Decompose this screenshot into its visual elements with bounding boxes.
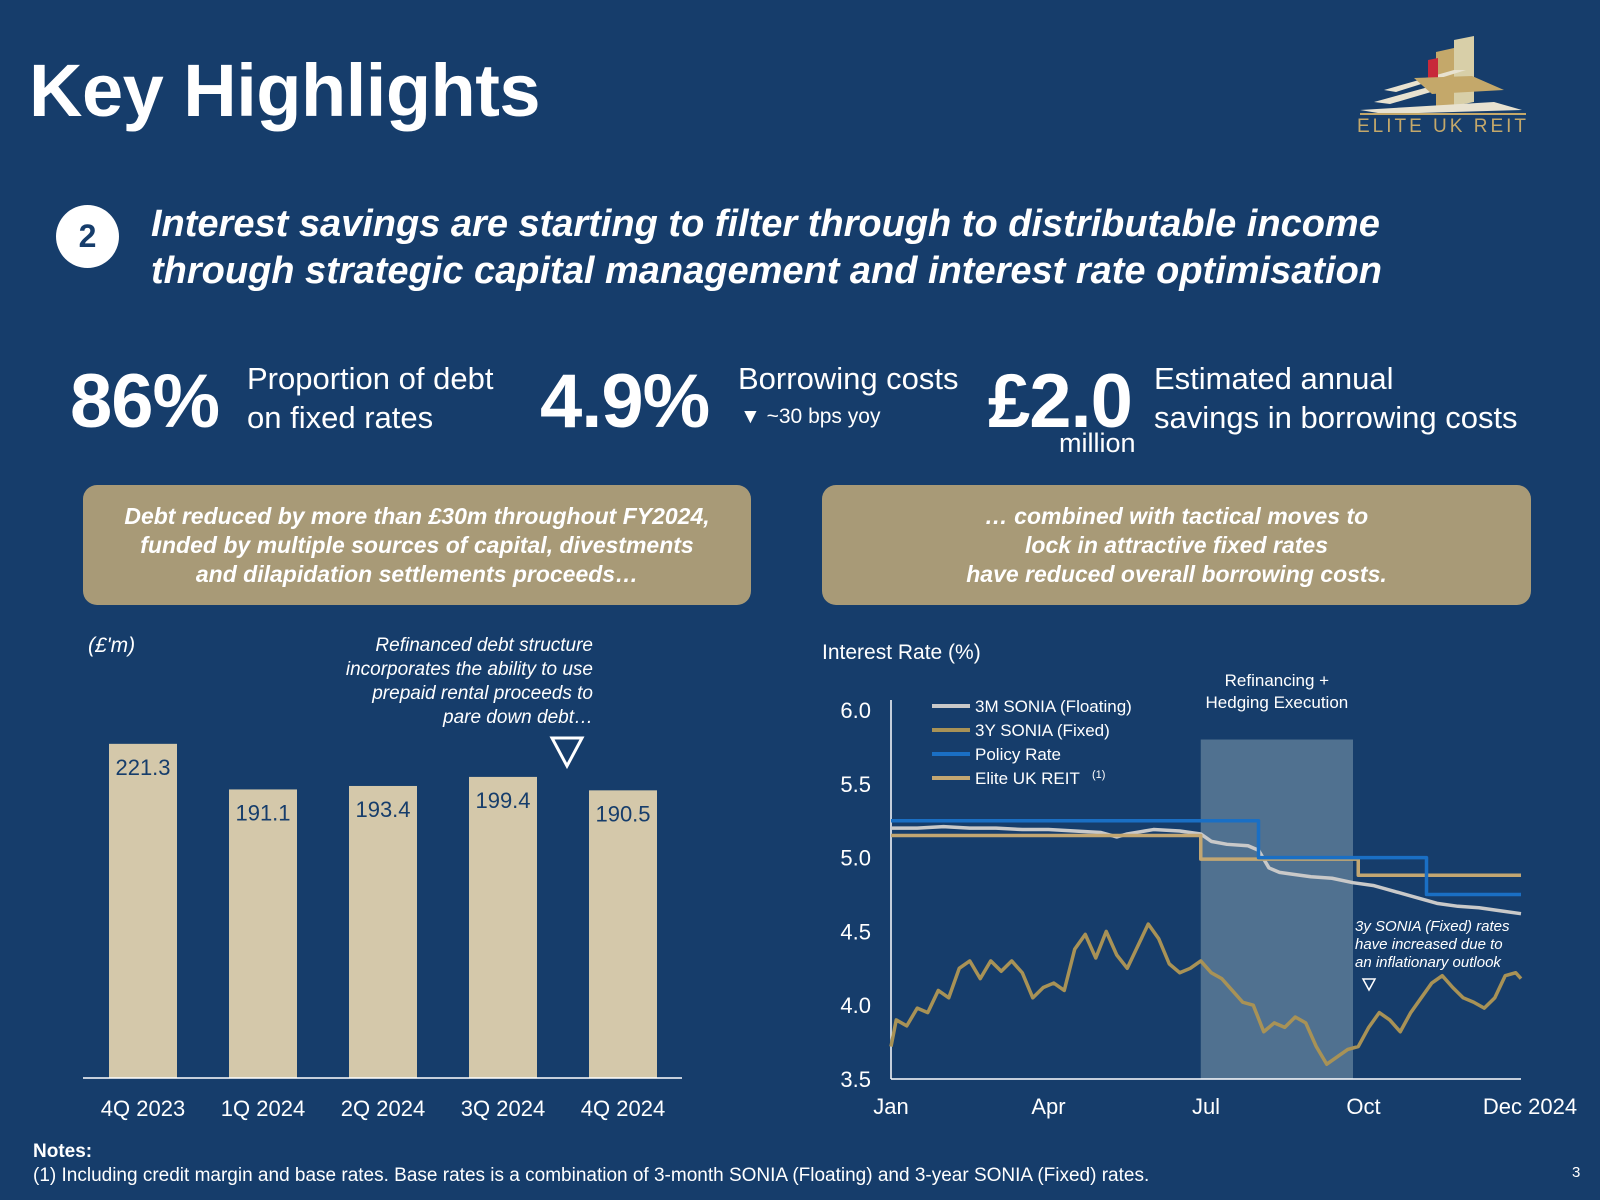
annotation-line: 3y SONIA (Fixed) rates [1355,918,1510,935]
logo-text: ELITE UK REIT [1356,116,1530,137]
bar-category-label: 4Q 2024 [581,1096,665,1121]
right-banner-line: … combined with tactical moves to [984,502,1369,529]
line-chart-annotation: 3y SONIA (Fixed) rates have increased du… [1355,918,1510,971]
legend-label: 3M SONIA (Floating) [975,697,1132,716]
bar-value-label: 221.3 [115,755,170,780]
kpi-fixed-rate-label-2: on fixed rates [247,400,434,435]
bar [469,776,537,1078]
right-banner-line: have reduced overall borrowing costs. [966,560,1387,587]
refinancing-shaded-region [1200,739,1353,1079]
line-chart-ylabel: Interest Rate (%) [822,641,981,664]
kpi-borrowing-cost-value: 4.9% [540,359,710,444]
bar-category-label: 4Q 2023 [101,1096,185,1121]
annotation-line: Refinanced debt structure [375,635,593,656]
note-item: (1) Including credit margin and base rat… [33,1165,1150,1186]
kpi-fixed-rate-label-1: Proportion of debt [247,361,494,396]
x-tick-label: Oct [1346,1094,1380,1119]
legend-label: 3Y SONIA (Fixed) [975,721,1110,740]
x-tick-label: Dec 2024 [1483,1094,1577,1119]
y-tick-label: 4.0 [840,993,871,1018]
annotation-line: an inflationary outlook [1355,954,1502,971]
shaded-region-label: Hedging Execution [1206,693,1349,712]
notes-heading: Notes: [33,1141,93,1162]
y-tick-label: 5.5 [840,772,871,797]
down-arrow-icon [549,736,585,770]
x-tick-label: Jul [1192,1094,1220,1119]
x-tick-label: Apr [1031,1094,1065,1119]
company-logo: ELITE UK REIT [1354,30,1532,140]
debt-bar-chart: (£'m) Refinanced debt structure incorpor… [83,634,682,1121]
line-series [889,922,1523,1066]
annotation-line: prepaid rental proceeds to [371,683,593,704]
bar [109,743,177,1078]
interest-rate-line-chart: Interest Rate (%) Refinancing + Hedging E… [822,641,1577,1119]
headline-line-1: Interest savings are starting to filter … [151,203,1380,245]
annotation-line: incorporates the ability to use [346,659,593,680]
kpi-fixed-rate-value: 86% [70,359,220,444]
bar-chart-annotation: Refinanced debt structure incorporates t… [346,635,593,728]
page-title: Key Highlights [29,49,541,132]
bar-chart-unit-label: (£'m) [88,634,135,657]
headline-line-2: through strategic capital management and… [151,250,1383,292]
y-tick-label: 3.5 [840,1067,871,1092]
page-number: 3 [1572,1164,1581,1181]
left-banner-line: Debt reduced by more than £30m throughou… [124,502,710,529]
left-banner-line: and dilapidation settlements proceeds… [195,560,639,587]
right-banner: … combined with tactical moves to lock i… [822,485,1531,605]
y-tick-label: 6.0 [840,698,871,723]
building-logo-icon [1360,36,1526,115]
legend-label: Policy Rate [975,745,1061,764]
bar [349,785,417,1078]
right-banner-line: lock in attractive fixed rates [1025,531,1328,558]
y-tick-label: 4.5 [840,919,871,944]
left-banner-line: funded by multiple sources of capital, d… [140,531,694,558]
annotation-line: have increased due to [1355,936,1503,953]
kpi-borrowing-cost-change: ▼ ~30 bps yoy [740,405,881,428]
y-tick-label: 5.0 [840,846,871,871]
bar-value-label: 193.4 [355,797,410,822]
legend-label: Elite UK REIT [975,769,1080,788]
section-number-badge: 2 [56,205,119,268]
x-tick-label: Jan [873,1094,908,1119]
kpi-savings-unit: million [1059,428,1136,458]
bar [589,790,657,1078]
bar-category-label: 2Q 2024 [341,1096,425,1121]
down-arrow-icon [1361,978,1377,992]
bar [229,789,297,1078]
legend-superscript: (1) [1092,769,1105,781]
line-series [891,818,1521,897]
kpi-savings-value: £2.0 [988,359,1133,444]
left-banner: Debt reduced by more than £30m throughou… [83,485,751,605]
kpi-savings-label-2: savings in borrowing costs [1154,400,1518,435]
shaded-region-label: Refinancing + [1225,671,1330,690]
line-series [891,824,1522,916]
bar-value-label: 191.1 [235,800,290,825]
bar-category-label: 3Q 2024 [461,1096,545,1121]
bar-category-label: 1Q 2024 [221,1096,305,1121]
bar-value-label: 199.4 [475,788,530,813]
kpi-savings-label-1: Estimated annual [1154,361,1394,396]
annotation-line: pare down debt… [442,707,593,728]
bar-value-label: 190.5 [595,801,650,826]
kpi-borrowing-cost-label: Borrowing costs [738,361,959,396]
